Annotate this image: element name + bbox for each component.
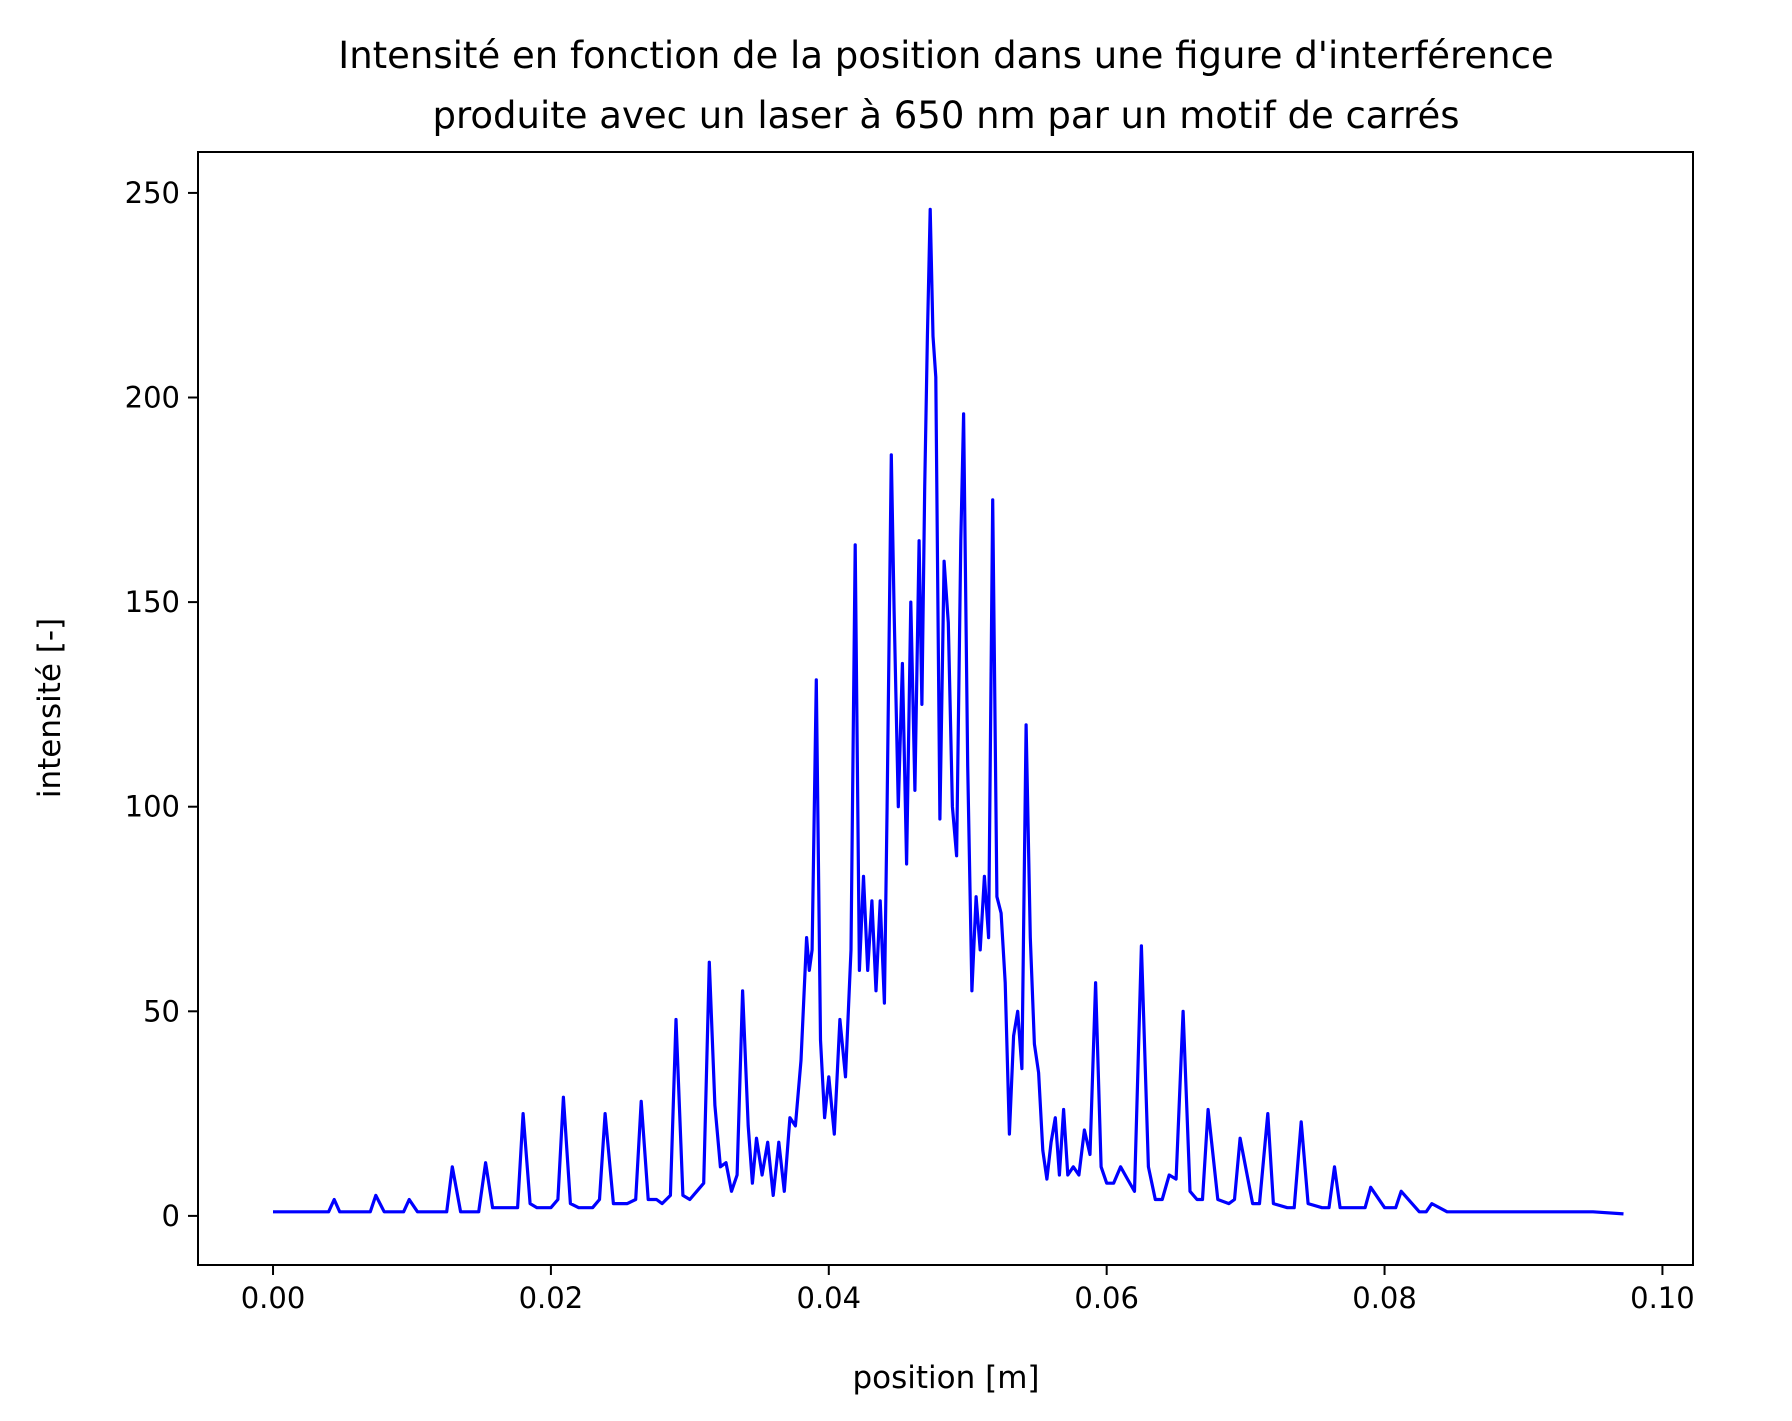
x-tick-label: 0.10 [1630,1281,1695,1315]
chart-title-line-1: Intensité en fonction de la position dan… [338,34,1553,77]
plot-frame [197,151,1694,1266]
x-tick-label: 0.08 [1352,1281,1417,1315]
chart-title-line-2: produite avec un laser à 650 nm par un m… [433,94,1460,137]
x-axis-label: position [m] [852,1360,1039,1396]
plot-area [197,151,1694,1266]
x-tick-label: 0.02 [519,1281,584,1315]
x-tick-label: 0.04 [797,1281,862,1315]
y-tick-label: 50 [143,994,180,1028]
y-tick-label: 100 [125,790,180,824]
y-axis: 0 50 100 150 200 250 [125,176,198,1233]
x-tick-label: 0.06 [1074,1281,1139,1315]
y-axis-label: intensité [-] [32,618,68,798]
data-series-line [273,207,1624,1216]
y-tick-label: 150 [125,585,180,619]
y-tick-label: 250 [125,176,180,210]
y-tick-label: 0 [162,1199,180,1233]
x-axis: 0.00 0.02 0.04 0.06 0.08 0.10 [241,1265,1695,1315]
x-tick-label: 0.00 [241,1281,306,1315]
y-tick-label: 200 [125,381,180,415]
